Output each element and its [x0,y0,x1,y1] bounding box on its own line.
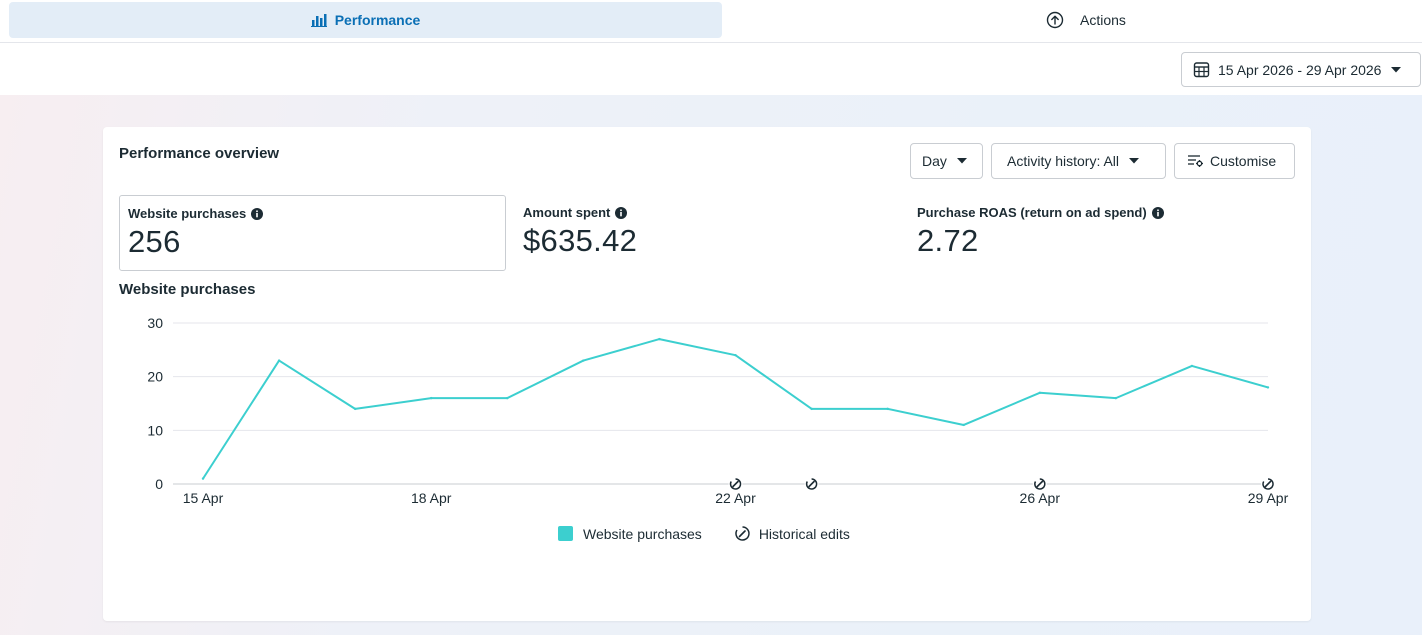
customise-icon [1187,154,1204,168]
data-point [734,354,737,357]
data-point [506,396,509,400]
metric-value: $635.42 [523,223,638,258]
granularity-dropdown[interactable]: Day [910,143,983,179]
data-point [1266,386,1270,389]
x-tick-label: 15 Apr [183,490,224,506]
tab-bar: Performance Actions [0,0,1422,43]
x-tick-label: 18 Apr [411,490,452,506]
bar-chart-icon [310,13,327,27]
performance-overview-card: Performance overview Day Activity histor… [103,127,1311,621]
data-point [962,423,965,427]
historical-edit-icon [734,525,751,542]
info-icon[interactable] [251,207,264,220]
data-point [201,477,205,480]
arrow-up-circle-icon [1046,11,1064,29]
metric-purchase-roas[interactable]: Purchase ROAS (return on ad spend) 2.72 [909,195,1289,271]
card-title: Performance overview [119,145,280,162]
historical-edit-marker[interactable] [1032,477,1047,491]
data-point [582,359,585,362]
tab-actions[interactable]: Actions [722,2,1422,38]
data-point [1190,364,1194,368]
tab-performance-label: Performance [334,12,421,28]
y-tick-label: 20 [147,369,163,385]
metric-label: Website purchases [128,206,247,221]
activity-history-dropdown[interactable]: Activity history: All [991,143,1166,179]
metric-label: Amount spent [523,205,611,220]
legend-swatch [558,526,573,541]
metric-amount-spent[interactable]: Amount spent $635.42 [515,195,895,271]
tab-performance[interactable]: Performance [9,2,722,38]
line-chart: 0 10 20 30 15 Apr 18 Apr 22 Apr 26 Apr 29 Apr [147,315,1289,506]
legend-edits-label[interactable]: Historical edits [758,525,850,542]
data-point [353,407,357,411]
data-point [886,407,889,411]
chart-legend: Website purchases Historical edits [558,525,850,542]
chart-title: Website purchases [119,281,256,298]
y-tick-label: 0 [155,476,163,492]
data-point [658,337,661,341]
x-tick-label: 29 Apr [1248,490,1289,506]
legend-series-label[interactable]: Website purchases [583,525,702,542]
customise-button[interactable]: Customise [1174,143,1295,179]
x-tick-label: 22 Apr [715,490,756,506]
chevron-down-icon [1390,66,1402,74]
data-point [1038,391,1041,394]
granularity-label: Day [922,153,947,169]
activity-history-label: Activity history: All [1007,153,1120,169]
historical-edit-marker[interactable] [728,477,743,491]
info-icon[interactable] [1151,206,1164,219]
y-tick-label: 10 [147,422,163,438]
chevron-down-icon [956,157,968,165]
metric-value: 256 [128,224,181,259]
metric-website-purchases[interactable]: Website purchases 256 [119,195,506,271]
y-tick-label: 30 [147,315,163,331]
historical-edit-marker[interactable] [1261,477,1275,491]
historical-edit-marker[interactable] [804,477,819,491]
data-point [1114,396,1118,400]
data-point [810,407,813,411]
chevron-down-icon [1128,157,1140,165]
data-point [430,396,433,400]
date-range-label: 15 Apr 2026 - 29 Apr 2026 [1218,61,1382,78]
x-tick-label: 26 Apr [1020,490,1061,506]
tab-actions-label: Actions [1080,12,1126,28]
series-line [202,338,1269,480]
calendar-icon [1193,61,1210,78]
date-range-picker[interactable]: 15 Apr 2026 - 29 Apr 2026 [1181,52,1421,87]
info-icon[interactable] [615,206,628,219]
data-point [277,359,281,362]
customise-label: Customise [1210,153,1277,169]
metric-label: Purchase ROAS (return on ad spend) [917,205,1147,220]
metric-value: 2.72 [917,223,979,258]
